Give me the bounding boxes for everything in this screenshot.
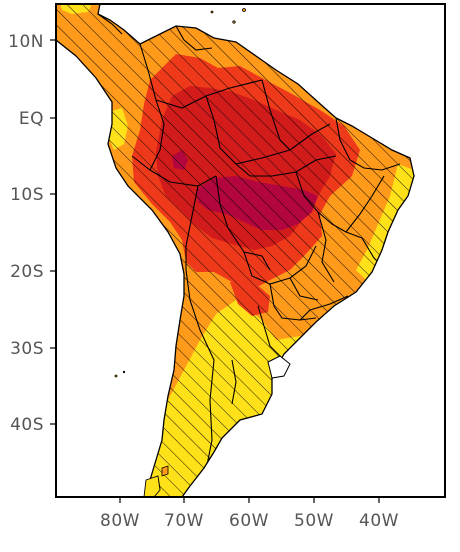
x-label-60w: 60W	[229, 511, 269, 531]
plot-border	[55, 3, 446, 498]
x-label-80w: 80W	[100, 511, 140, 531]
x-label-70w: 70W	[164, 511, 204, 531]
x-label-40w: 40W	[359, 511, 399, 531]
x-axis-ticks	[119, 497, 380, 503]
y-label-20s: 20S	[10, 262, 44, 282]
coastline	[56, 4, 415, 497]
y-label-eq: EQ	[19, 109, 44, 129]
patagonian-archipelago	[143, 475, 161, 497]
x-label-50w: 50W	[294, 511, 334, 531]
y-label-30s: 30S	[10, 339, 44, 359]
river-plate-inlet	[267, 355, 291, 379]
y-axis-ticks	[50, 39, 56, 425]
y-label-10n: 10N	[8, 32, 44, 52]
y-label-10s: 10S	[10, 185, 44, 205]
y-label-40s: 40S	[10, 415, 44, 435]
